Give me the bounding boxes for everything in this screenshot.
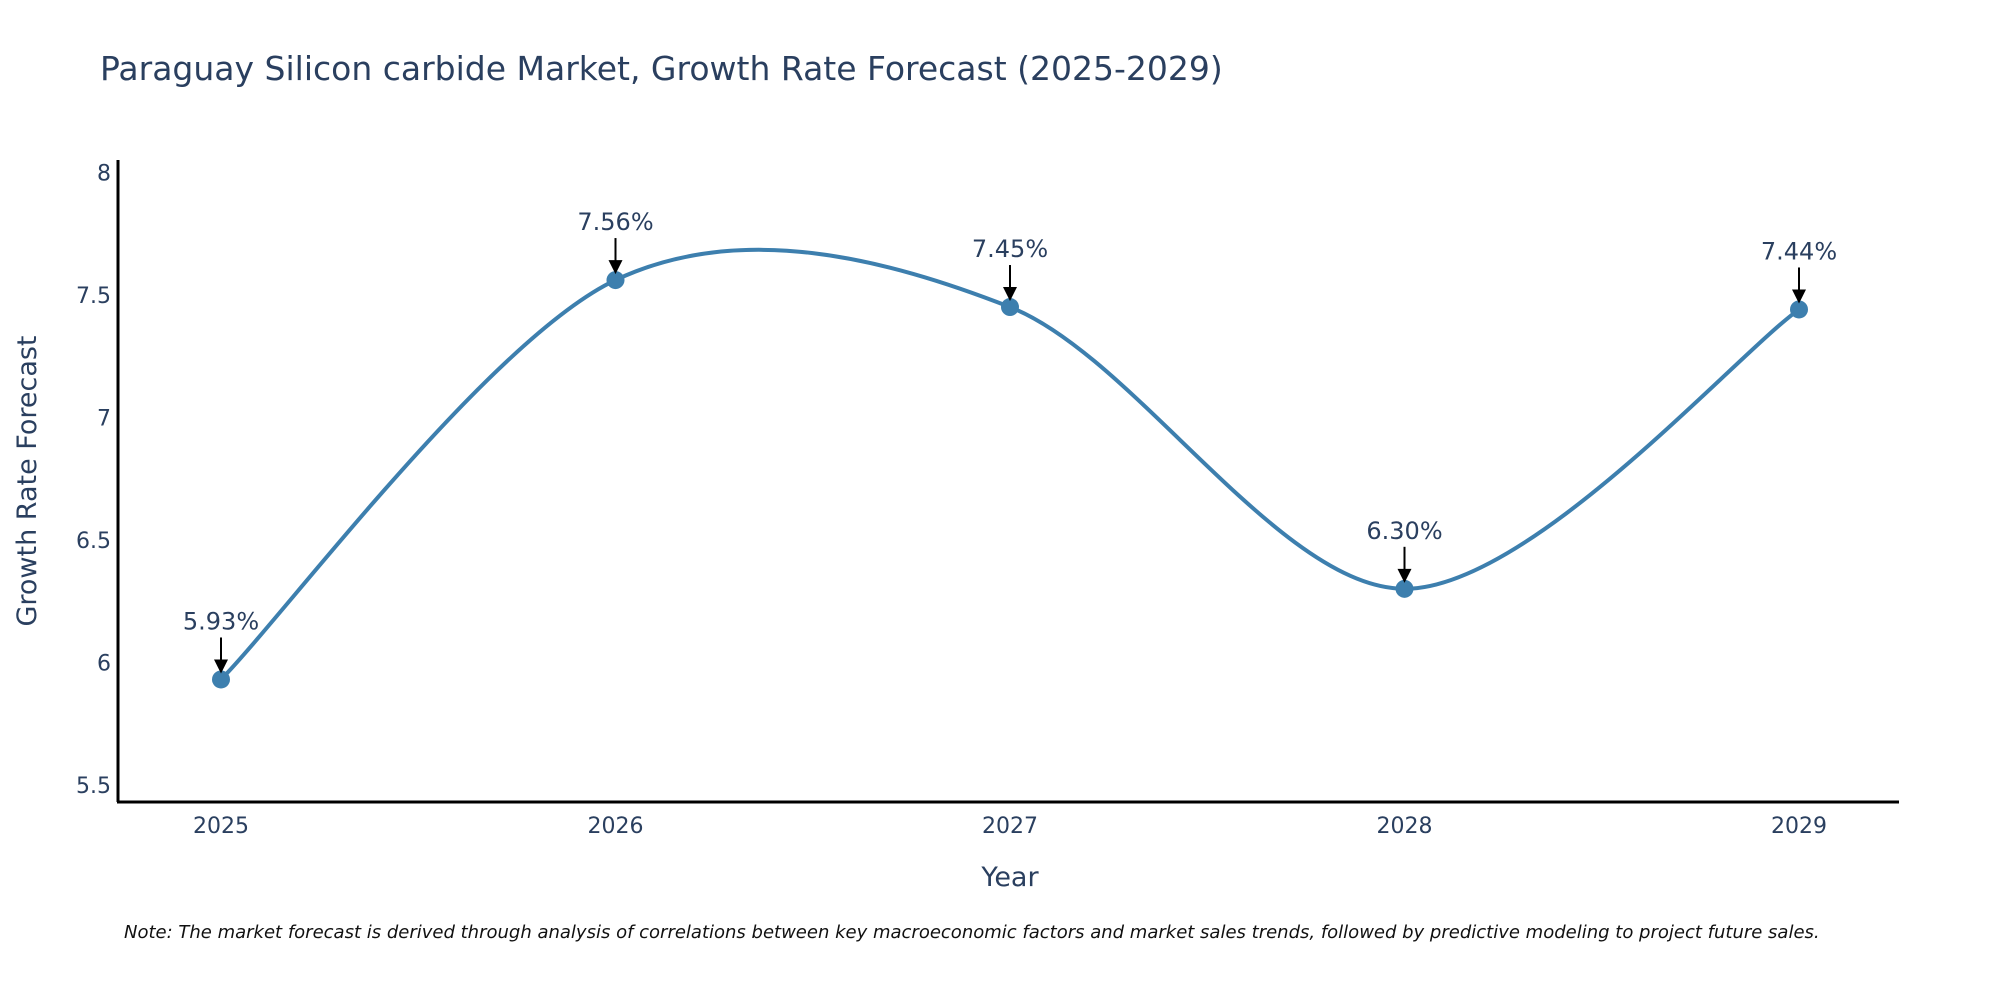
y-tick-label: 5.5 (76, 774, 111, 799)
data-label: 7.56% (577, 208, 653, 236)
data-point (1790, 300, 1808, 319)
x-axis-ticks: 2025 2026 2027 2028 2029 (193, 814, 1827, 839)
data-annotations: 5.93% 7.56% 7.45% 6.30% 7.44% (183, 208, 1837, 674)
x-axis-title: Year (980, 862, 1039, 893)
y-axis-ticks: 5.5 6 6.5 7 7.5 8 (76, 161, 111, 799)
y-tick-label: 8 (97, 161, 111, 186)
data-point (212, 670, 230, 689)
x-tick-label: 2029 (1771, 814, 1827, 839)
data-label: 7.45% (972, 235, 1048, 263)
x-tick-label: 2026 (588, 814, 644, 839)
data-point (1395, 579, 1414, 598)
chart-title: Paraguay Silicon carbide Market, Growth … (100, 49, 1223, 88)
data-point (1001, 298, 1019, 317)
annotation-arrow-head (214, 659, 228, 674)
footnote: Note: The market forecast is derived thr… (124, 922, 1820, 943)
x-tick-label: 2028 (1377, 814, 1433, 839)
data-label: 6.30% (1366, 517, 1442, 545)
annotation-arrow-head (1792, 289, 1806, 304)
x-tick-label: 2025 (193, 814, 249, 839)
annotation-arrow-head (1003, 287, 1017, 302)
y-tick-label: 6 (97, 651, 111, 676)
data-point (606, 271, 625, 290)
annotation-arrow-head (1397, 568, 1412, 583)
y-tick-label: 7 (97, 406, 111, 431)
annotation-arrow-head (608, 260, 623, 275)
data-points (212, 271, 1808, 689)
data-label: 5.93% (183, 607, 259, 635)
x-tick-label: 2027 (982, 814, 1038, 839)
data-label: 7.44% (1761, 237, 1837, 265)
y-axis-title: Growth Rate Forecast (12, 335, 43, 626)
y-tick-label: 7.5 (76, 284, 111, 309)
y-tick-label: 6.5 (76, 529, 111, 554)
